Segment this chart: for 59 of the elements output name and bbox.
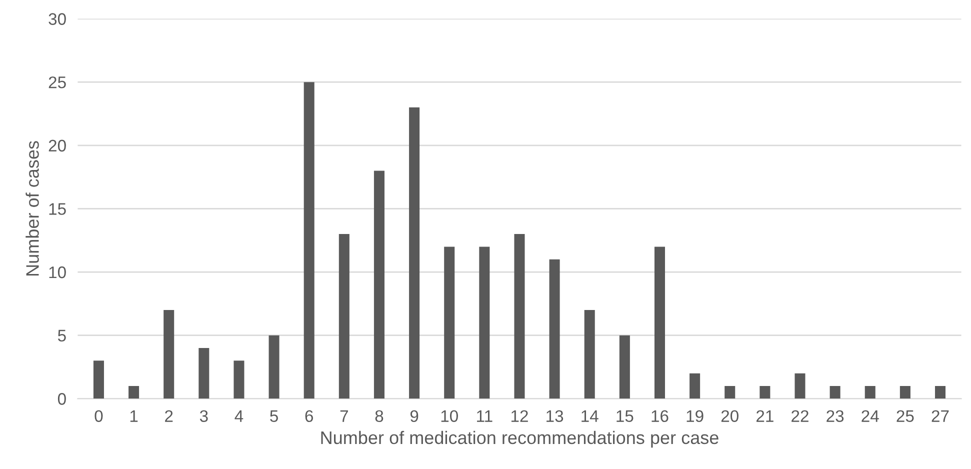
bar [690, 373, 700, 399]
bar [619, 335, 630, 399]
x-tick-label: 15 [616, 410, 634, 422]
x-tick-label: 22 [792, 410, 808, 422]
x-tick-label: 11 [477, 410, 492, 422]
bar [549, 259, 560, 399]
y-tick-label: 0 [58, 393, 66, 405]
bar [654, 246, 665, 399]
x-tick-label: 20 [721, 410, 738, 422]
bar [830, 386, 840, 399]
bar [374, 170, 384, 399]
x-axis-title: Number of medication recommendations per case [321, 430, 718, 448]
bar [198, 348, 210, 399]
x-tick-label: 14 [582, 410, 598, 422]
x-tick-label: 16 [652, 410, 668, 422]
bar [514, 234, 525, 399]
x-tick-label: 7 [340, 410, 348, 422]
x-tick-label: 3 [200, 410, 208, 422]
x-tick-label: 19 [686, 410, 704, 422]
x-tick-label: 21 [756, 410, 774, 422]
x-tick-label: 5 [270, 410, 278, 422]
bar [760, 386, 770, 399]
x-tick-label: 1 [130, 410, 138, 422]
bar [268, 335, 280, 399]
bar [164, 310, 174, 399]
bar [794, 373, 806, 399]
bar [584, 310, 595, 399]
bar [864, 386, 876, 399]
x-tick-label: 27 [932, 410, 949, 422]
bar [409, 107, 420, 399]
bar [444, 246, 455, 399]
bar [724, 386, 736, 399]
y-tick-label: 25 [48, 76, 66, 88]
y-tick-label: 20 [48, 140, 66, 152]
bar [93, 360, 104, 399]
y-tick-label: 15 [49, 203, 66, 215]
x-tick-label: 10 [441, 410, 458, 422]
x-tick-label: 9 [410, 410, 418, 422]
y-tick-label: 10 [49, 266, 66, 278]
x-tick-label: 0 [94, 410, 103, 422]
x-tick-label: 12 [511, 410, 528, 422]
x-tick-label: 24 [862, 410, 879, 422]
x-tick-label: 6 [305, 410, 314, 422]
y-axis-title: Number of cases [26, 141, 39, 276]
bar [128, 386, 140, 399]
bar [304, 82, 314, 399]
bar [234, 360, 244, 399]
bar [900, 386, 910, 399]
bar [338, 234, 350, 399]
x-tick-label: 8 [375, 410, 384, 422]
x-tick-label: 23 [826, 410, 844, 422]
x-tick-label: 2 [165, 410, 173, 422]
bar [479, 246, 490, 399]
y-tick-label: 5 [58, 330, 66, 342]
x-tick-label: 13 [546, 410, 564, 422]
y-tick-label: 30 [48, 13, 66, 25]
x-tick-label: 25 [896, 410, 914, 422]
x-tick-label: 4 [234, 410, 244, 422]
bar [934, 386, 946, 399]
